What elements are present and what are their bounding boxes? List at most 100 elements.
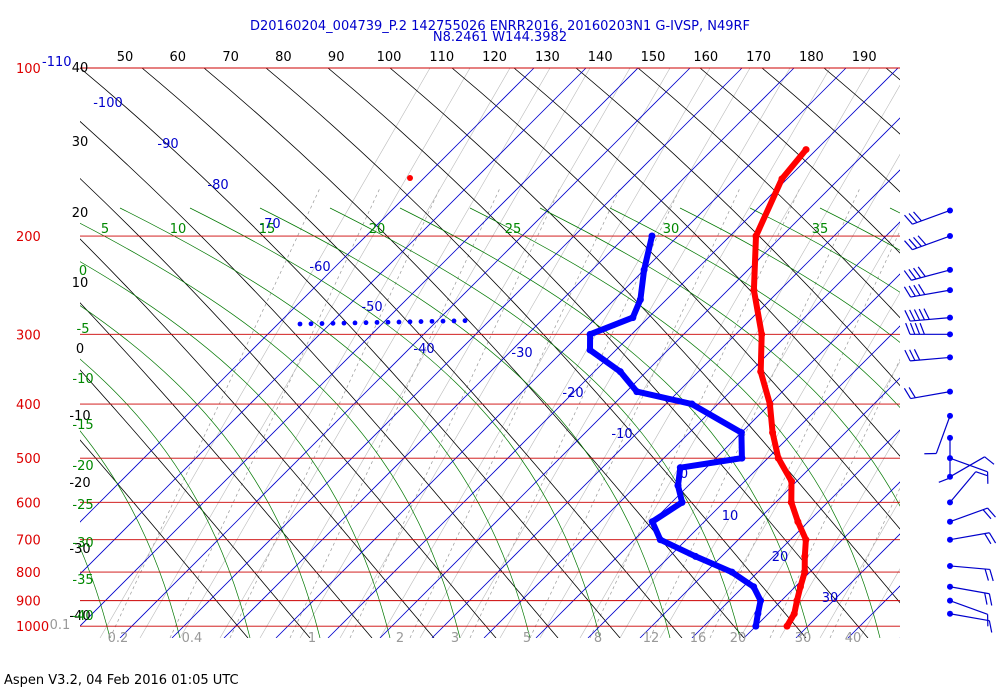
dewpoint-point — [648, 232, 656, 240]
temperature-point — [757, 368, 765, 376]
isotherm-label: -20 — [562, 386, 583, 401]
wind-barb-flag — [988, 620, 993, 633]
wind-barb-staff — [949, 532, 990, 541]
wind-barb-flag — [908, 268, 917, 280]
dry-adiabat — [823, 68, 900, 135]
wind-barb-flag — [913, 211, 922, 222]
wind-barb-staff — [911, 269, 951, 281]
dry-adiabat — [80, 369, 311, 638]
mixing-ratio-line — [649, 187, 861, 638]
isotherm-line — [587, 325, 900, 638]
mixing-ratio-bottom-label: 8 — [594, 631, 602, 646]
wind-barb-flag — [914, 322, 921, 335]
sounding-location: N8.2461 W144.3982 — [432, 30, 568, 45]
isotherm-label: 30 — [822, 591, 839, 606]
wind-barb-staff — [910, 356, 951, 362]
isotherm-line — [80, 68, 587, 575]
moist-adiabat — [80, 430, 181, 638]
sounding-title: D20160204_004739_P.2 142755026 ENRR2016,… — [250, 19, 750, 34]
isotherm-label: -100 — [93, 96, 123, 111]
dewpoint-point — [308, 321, 314, 327]
mixing-ratio-bottom-label: 30 — [795, 631, 812, 646]
pressure-tick-label: 600 — [16, 496, 41, 511]
height-tick-label: 10 — [72, 276, 89, 291]
wind-barb-flag — [903, 387, 912, 399]
theta-tick-label: 190 — [852, 50, 877, 65]
moist-adiabat — [80, 546, 111, 638]
isotherm-line — [80, 68, 535, 523]
height-tick-label: 0 — [76, 342, 84, 357]
dewpoint-point — [451, 318, 457, 324]
height-tick-label: 20 — [72, 206, 89, 221]
dewpoint-point — [754, 610, 762, 618]
dewpoint-point — [330, 320, 336, 326]
isotherm-label: 0 — [680, 467, 688, 482]
theta-tick-label: 160 — [693, 50, 718, 65]
wind-barb-flag — [904, 240, 913, 251]
isotherm-label: 20 — [772, 550, 789, 565]
mixing-ratio-bottom-label: 3 — [451, 631, 459, 646]
pressure-tick-label: 800 — [16, 566, 41, 581]
isotherm-line — [431, 169, 900, 638]
mixing-ratio-line — [899, 637, 900, 638]
dewpoint-point — [688, 400, 696, 408]
wind-barb-staff — [949, 457, 988, 473]
wind-barb-flag — [908, 213, 918, 223]
temperature-point — [787, 498, 795, 506]
mixing-ratio-bottom-label: 0.2 — [108, 631, 129, 646]
mixing-ratio-line — [980, 68, 1000, 638]
mixing-ratio-line — [619, 153, 900, 638]
wind-barb-staff — [910, 316, 951, 322]
wind-barb-flag — [908, 285, 916, 297]
mixing-ratio-line — [139, 68, 471, 638]
mixing-ratio-line — [259, 68, 591, 638]
wind-barb-staff — [949, 507, 988, 523]
moist-adiabat — [609, 207, 900, 409]
pressure-tick-label: 500 — [16, 452, 41, 467]
mixing-ratio-line — [779, 430, 900, 638]
dewpoint-point — [462, 318, 468, 324]
height-tick-label: -40 — [69, 609, 90, 624]
mixing-ratio-left-label: -15 — [72, 418, 93, 433]
dewpoint-point — [752, 622, 760, 630]
wind-barb-flag — [908, 238, 918, 249]
theta-tick-label: 60 — [170, 50, 187, 65]
isotherm-label: -10 — [611, 427, 632, 442]
dry-adiabat — [451, 68, 900, 530]
mixing-ratio-line — [179, 68, 511, 638]
dewpoint-point — [429, 318, 435, 324]
mixing-ratio-bottom-label: 20 — [730, 631, 747, 646]
mixing-ratio-line — [659, 222, 900, 638]
mixing-ratio-line — [339, 68, 671, 638]
mixing-ratio-left-label: -30 — [72, 536, 93, 551]
temperature-point — [766, 400, 774, 408]
wind-barb-staff — [949, 565, 990, 571]
moist-adiabat — [259, 207, 671, 638]
theta-e-label: 15 — [259, 222, 276, 237]
wind-barb-flag — [913, 237, 922, 247]
height-tick-label: 30 — [72, 135, 89, 150]
wind-barb-flag — [913, 284, 921, 296]
dewpoint-point — [440, 318, 446, 324]
wind-barb-flag — [904, 214, 913, 225]
temperature-point — [801, 552, 809, 560]
theta-tick-label: 80 — [275, 50, 292, 65]
dewpoint-point — [418, 319, 424, 324]
theta-tick-label: 70 — [222, 50, 239, 65]
wind-barb-staff — [949, 586, 990, 595]
dry-adiabat — [80, 120, 559, 638]
isotherm-line — [743, 481, 900, 638]
temperature-point — [778, 175, 786, 183]
wind-barb-flag — [905, 322, 911, 335]
isotherm-line — [327, 68, 899, 638]
theta-e-label: 20 — [369, 222, 386, 237]
mixing-ratio-line — [829, 487, 900, 638]
wind-barb-flag — [989, 569, 994, 582]
moist-adiabat — [749, 207, 900, 293]
mixing-ratio-left-label: -5 — [77, 322, 90, 337]
temperature-point — [752, 232, 760, 240]
wind-barb-flag — [918, 308, 926, 321]
mixing-ratio-line — [739, 361, 900, 638]
wind-barb-flag — [918, 283, 926, 295]
isotherm-line — [899, 637, 900, 638]
